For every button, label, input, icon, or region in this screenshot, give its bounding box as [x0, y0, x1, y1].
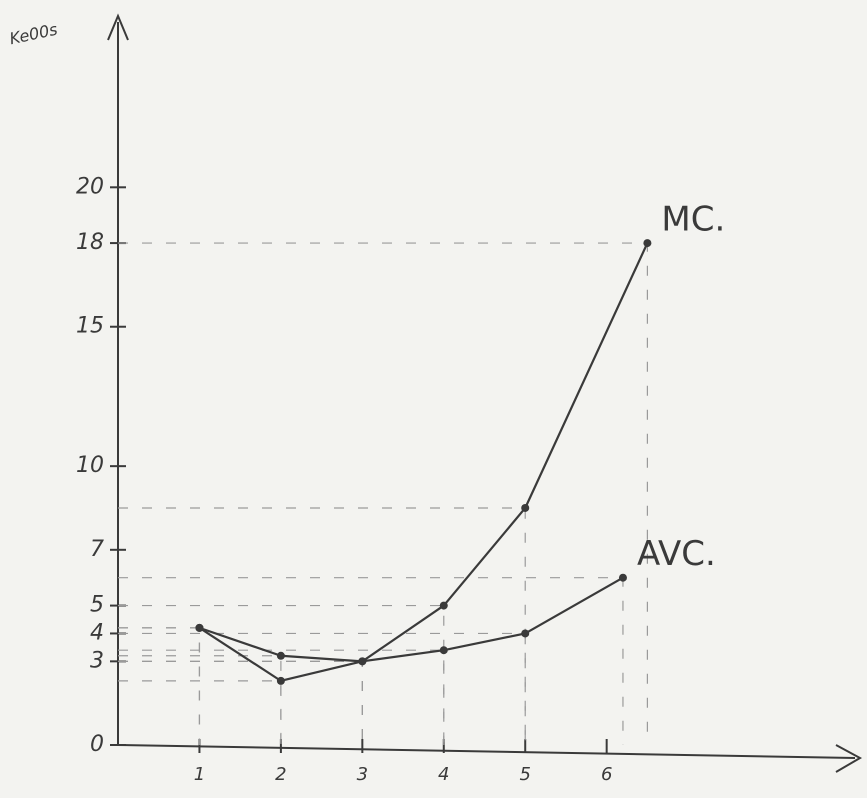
y-tick-label: 15 [76, 314, 104, 339]
y-tick-label: 5 [90, 593, 104, 618]
point [439, 646, 448, 655]
series-line [199, 576, 624, 663]
point [276, 651, 285, 660]
x-axis [117, 744, 856, 759]
series-label: MC. [661, 200, 725, 240]
x-axis-arrow [835, 744, 863, 773]
y-tick-label: 0 [90, 732, 104, 757]
point [643, 239, 652, 248]
guide-line [118, 632, 526, 745]
x-tick-label: 3 [357, 764, 368, 785]
series-label: AVC. [637, 534, 716, 574]
x-tick-label: 2 [275, 764, 286, 785]
series-line [198, 242, 649, 682]
point [358, 657, 367, 666]
point [618, 573, 627, 582]
y-axis-arrow [107, 13, 129, 41]
y-tick-label: 10 [76, 453, 104, 478]
point [439, 601, 448, 610]
guide-line [118, 680, 282, 745]
x-tick-label: 4 [438, 764, 449, 785]
guide-line [118, 649, 445, 745]
point [521, 503, 530, 512]
point [276, 676, 285, 685]
y-tick-label: 4 [90, 620, 104, 645]
y-tick-label: 3 [90, 648, 104, 673]
y-tick-label: 18 [76, 230, 104, 255]
point [521, 629, 530, 638]
x-tick-label: 6 [601, 764, 612, 785]
guide-line [118, 655, 282, 745]
x-tick-label: 5 [519, 764, 530, 785]
x-tick-label: 1 [194, 764, 205, 785]
point [195, 623, 204, 632]
y-tick-label: 20 [76, 174, 104, 199]
y-tick-label: 7 [90, 537, 104, 562]
